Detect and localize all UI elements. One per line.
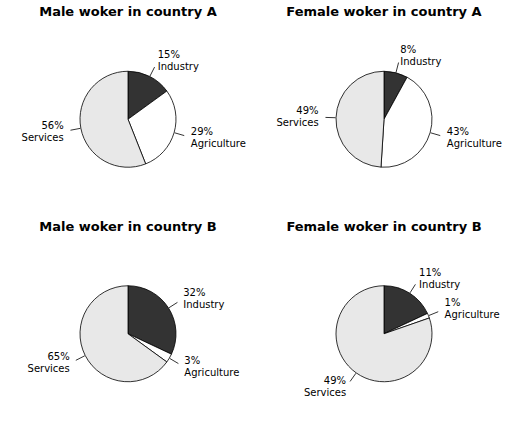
pie-slice [336, 71, 384, 167]
slice-value-label: 1% [445, 297, 461, 308]
pie-chart: Female woker in country B 11%Industry 1%Ag… [286, 219, 499, 399]
slice-value-label: 8% [400, 44, 416, 55]
slice-category-label: Industry [400, 56, 441, 67]
leader-line [396, 63, 399, 73]
leader-line [410, 284, 415, 293]
slice-category-label: Services [22, 132, 64, 143]
pie-chart: Male woker in country B 32%Industry 3%Agri… [28, 219, 240, 382]
leader-line [175, 133, 185, 136]
pie: 15%Industry 29%Agriculture 56%Services [22, 49, 246, 167]
slice-category-label: Services [276, 117, 318, 128]
leader-line [325, 117, 335, 118]
pie-chart: Female woker in country A 8%Industry 43%Ag… [276, 4, 501, 167]
leader-line [170, 358, 179, 363]
figure: Male woker in country A15%Industry29%Agr… [0, 0, 512, 429]
slice-value-label: 15% [158, 49, 180, 60]
slice-category-label: Industry [183, 299, 224, 310]
leader-line [76, 356, 85, 361]
slice-category-label: Services [28, 363, 70, 374]
pie-chart: Male woker in country A 15%Industry 29%Agr… [22, 4, 246, 167]
pie-slice [80, 71, 146, 167]
slice-value-label: 49% [296, 105, 318, 116]
chart-title: Male woker in country B [39, 219, 216, 234]
slice-value-label: 65% [47, 351, 69, 362]
slice-category-label: Agriculture [184, 367, 239, 378]
pie: 8%Industry 43%Agriculture 49%Services [276, 44, 501, 167]
chart-title: Male woker in country A [39, 4, 217, 19]
slice-value-label: 49% [324, 375, 346, 386]
chart-title: Female woker in country B [286, 219, 481, 234]
slice-value-label: 3% [184, 355, 200, 366]
slice-category-label: Agriculture [445, 309, 500, 320]
slice-value-label: 56% [41, 120, 63, 131]
slice-category-label: Services [304, 387, 346, 398]
leader-line [350, 373, 356, 381]
slice-category-label: Industry [158, 61, 199, 72]
slice-value-label: 43% [447, 126, 469, 137]
slice-category-label: Agriculture [191, 138, 246, 149]
leader-line [431, 133, 441, 136]
slice-value-label: 11% [419, 267, 441, 278]
leader-line [429, 312, 438, 316]
chart-title: Female woker in country A [286, 4, 481, 19]
slice-value-label: 29% [191, 126, 213, 137]
slice-category-label: Agriculture [447, 138, 502, 149]
pie: 32%Industry 3%Agriculture 65%Services [28, 286, 240, 382]
leader-line [150, 67, 155, 76]
pie: 11%Industry 1%Agriculture 49%Services [304, 267, 500, 399]
leader-line [70, 128, 80, 130]
pie-slice [381, 77, 432, 167]
slice-value-label: 32% [183, 287, 205, 298]
pie-slice [336, 286, 432, 382]
pie-slice [80, 286, 167, 382]
slice-category-label: Industry [419, 279, 460, 290]
leader-line [169, 302, 178, 307]
